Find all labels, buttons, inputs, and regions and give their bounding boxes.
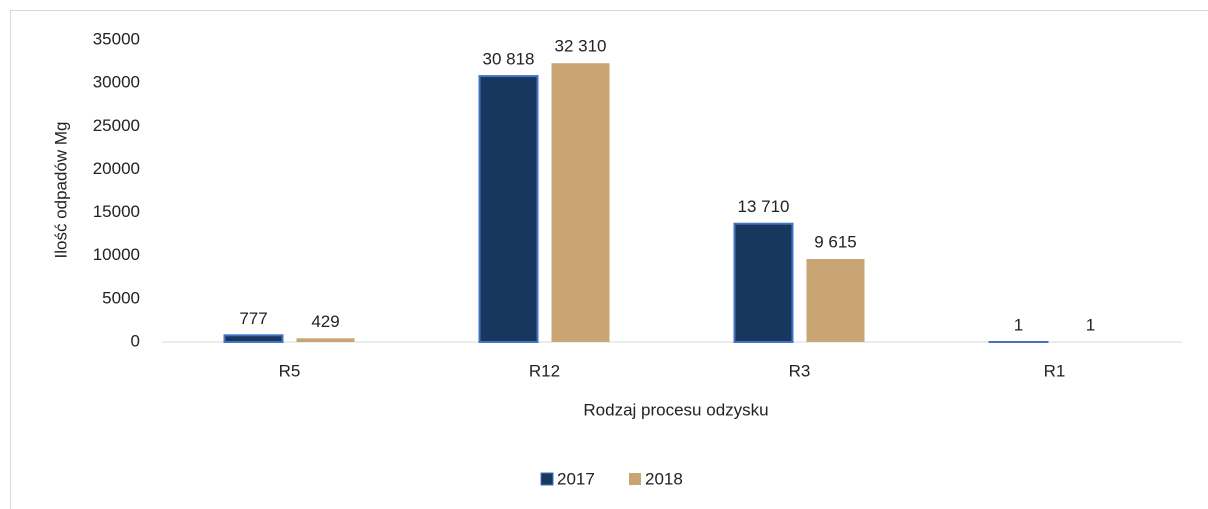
bar [733,222,794,343]
bar [478,75,539,343]
data-label: 1 [1086,315,1095,334]
legend-swatch [540,472,554,486]
y-tick-label: 35000 [93,29,140,48]
legend-swatch [629,473,641,485]
data-label: 30 818 [483,50,535,69]
data-label: 13 710 [738,197,790,216]
y-tick-label: 10000 [93,245,140,264]
y-tick-label: 25000 [93,116,140,135]
x-tick-label: R5 [279,361,301,380]
bar [551,63,610,343]
chart-frame [10,10,1208,509]
y-tick-label: 0 [131,331,140,350]
bar [296,338,355,342]
data-label: 429 [311,312,339,331]
data-label: 32 310 [555,37,607,56]
y-tick-label: 15000 [93,202,140,221]
data-label: 777 [239,309,267,328]
data-label: 1 [1014,315,1023,334]
legend-label: 2017 [557,469,595,488]
x-tick-label: R3 [789,361,811,380]
x-tick-label: R1 [1044,361,1066,380]
y-tick-label: 5000 [102,288,140,307]
x-axis-title: Rodzaj procesu odzysku [583,400,768,419]
y-axis-title: Ilość odpadów Mg [51,121,70,258]
y-tick-label: 30000 [93,73,140,92]
legend-label: 2018 [645,469,683,488]
bar [223,334,284,343]
data-label: 9 615 [814,233,857,252]
bar [806,259,865,342]
x-tick-label: R12 [529,361,560,380]
y-tick-label: 20000 [93,159,140,178]
